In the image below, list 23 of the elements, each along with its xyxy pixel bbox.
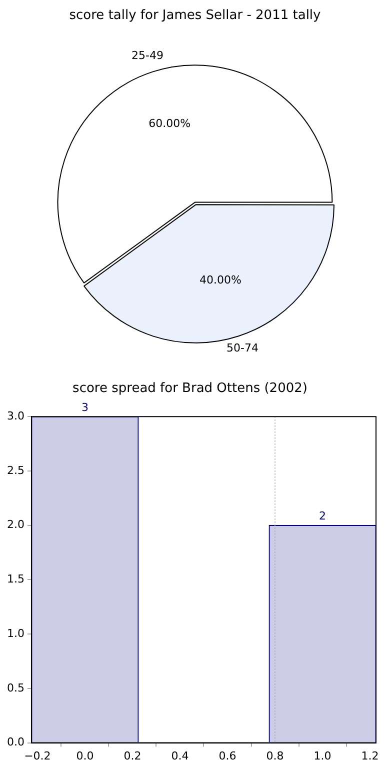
x-tick-label: 0.0: [76, 749, 94, 762]
data-label: 40.00%: [199, 273, 242, 286]
y-tick-label: 0.0: [6, 736, 24, 749]
chart-title: score tally for James Sellar - 2011 tally: [69, 8, 322, 24]
x-tick-label: 1.2: [361, 749, 379, 762]
data-label: 2: [319, 510, 326, 523]
x-tick-label: 0.4: [171, 749, 189, 762]
y-tick-label: 0.5: [6, 681, 24, 694]
x-tick-label: 1.0: [314, 749, 332, 762]
slice-label: 25-49: [132, 49, 164, 62]
x-tick-label: 0.8: [266, 749, 284, 762]
y-tick-label: 1.5: [6, 572, 24, 586]
y-tick-label: 2.0: [6, 518, 24, 532]
x-tick-label: −0.2: [24, 749, 51, 762]
data-label: 3: [81, 400, 88, 414]
y-tick-label: 1.0: [6, 626, 24, 640]
x-tick-label: 0.6: [218, 749, 236, 762]
y-tick-label: 2.5: [6, 464, 24, 477]
data-label: 60.00%: [148, 116, 191, 130]
y-tick-label: 3.0: [6, 409, 24, 422]
x-tick-label: 0.2: [124, 749, 142, 762]
chart-title: score spread for Brad Ottens (2002): [72, 381, 308, 396]
slice-label: 50-74: [226, 341, 258, 354]
